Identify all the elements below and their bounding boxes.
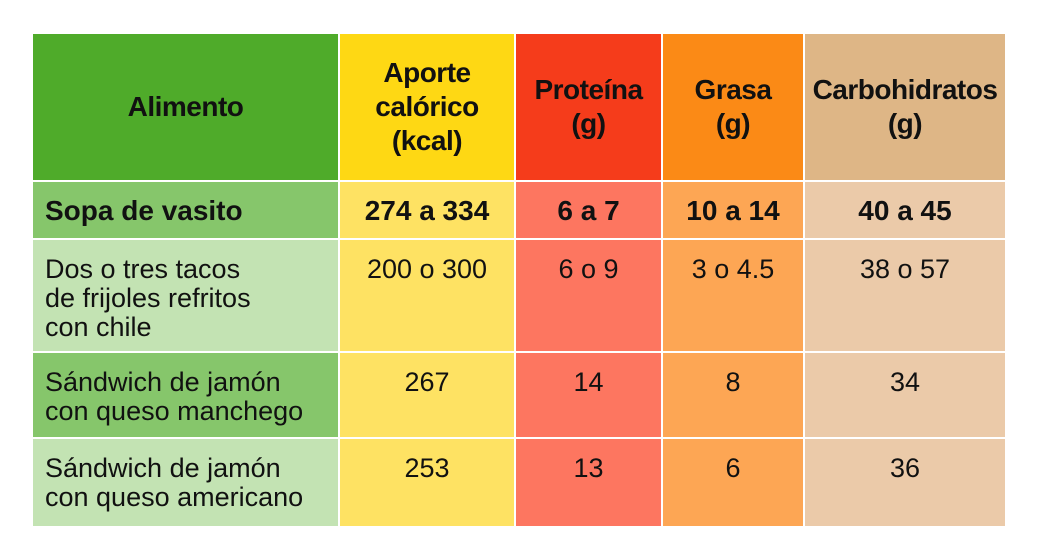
header-carbs: Carbohidratos (g): [805, 34, 1005, 180]
header-food: Alimento: [33, 34, 338, 180]
calories-cell: 274 a 334: [340, 182, 514, 238]
nutrition-comparison-table: Alimento Aporte calórico (kcal) Proteína…: [33, 34, 1005, 526]
header-protein: Proteína (g): [516, 34, 661, 180]
header-fat: Grasa (g): [663, 34, 803, 180]
protein-cell: 13: [516, 439, 661, 526]
carbs-cell: 40 a 45: [805, 182, 1005, 238]
fat-cell: 3 o 4.5: [663, 240, 803, 351]
calories-cell: 267: [340, 353, 514, 437]
carbs-cell: 34: [805, 353, 1005, 437]
food-name-cell: Sándwich de jamón con queso manchego: [33, 353, 338, 437]
fat-cell: 6: [663, 439, 803, 526]
header-calories: Aporte calórico (kcal): [340, 34, 514, 180]
carbs-cell: 38 o 57: [805, 240, 1005, 351]
protein-cell: 14: [516, 353, 661, 437]
food-name-cell: Sándwich de jamón con queso americano: [33, 439, 338, 526]
protein-cell: 6 o 9: [516, 240, 661, 351]
food-name-cell: Dos o tres tacos de frijoles refritos co…: [33, 240, 338, 351]
calories-cell: 200 o 300: [340, 240, 514, 351]
food-name-cell: Sopa de vasito: [33, 182, 338, 238]
carbs-cell: 36: [805, 439, 1005, 526]
fat-cell: 10 a 14: [663, 182, 803, 238]
fat-cell: 8: [663, 353, 803, 437]
protein-cell: 6 a 7: [516, 182, 661, 238]
calories-cell: 253: [340, 439, 514, 526]
